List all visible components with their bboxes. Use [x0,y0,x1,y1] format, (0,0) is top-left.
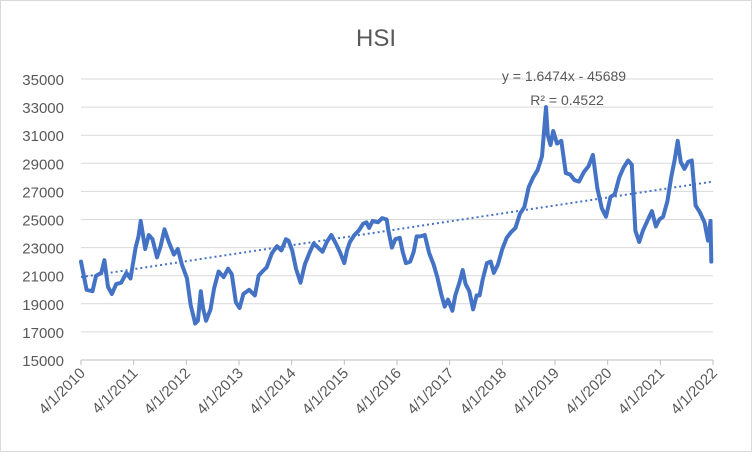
x-tick-label: 4/1/2010 [36,365,89,418]
x-tick-label: 4/1/2021 [615,365,668,418]
y-tick-label: 35000 [22,72,64,89]
x-tick-label: 4/1/2019 [510,365,563,418]
y-tick-label: 29000 [22,156,64,173]
gridlines [81,78,713,333]
trendline-layer [80,180,714,279]
x-tick-label: 4/1/2011 [89,365,142,418]
x-tick-label: 4/1/2013 [194,365,247,418]
x-tick-label: 4/1/2012 [141,365,194,418]
y-tick-label: 15000 [22,353,64,370]
series-layer [79,105,714,326]
y-tick-label: 23000 [22,241,64,258]
trendline-equation: y = 1.6474x - 45689 [502,68,626,84]
hsi-series-line [79,105,714,326]
trendline-r-squared: R² = 0.4522 [530,92,604,108]
x-tick-label: 4/1/2018 [457,365,510,418]
y-tick-label: 33000 [22,100,64,117]
x-tick-label: 4/1/2022 [668,365,721,418]
trendline [80,180,714,279]
y-tick-label: 25000 [22,213,64,230]
y-tick-label: 31000 [22,128,64,145]
x-tick-label: 4/1/2020 [562,365,615,418]
chart-title: HSI [356,25,396,52]
x-tick-label: 4/1/2017 [404,365,457,418]
y-tick-label: 17000 [22,325,64,342]
y-tick-label: 27000 [22,184,64,201]
x-tick-label: 4/1/2016 [352,365,405,418]
y-tick-label: 19000 [22,297,64,314]
x-tick-label: 4/1/2015 [299,365,352,418]
y-axis-tick-labels: 15000 17000 19000 21000 23000 25000 27000 29000… [22,72,64,370]
x-tick-label: 4/1/2014 [246,365,299,418]
x-axis: 4/1/2010 4/1/2011 4/1/2012 4/1/2013 4/1/2014… [36,359,721,418]
y-tick-label: 21000 [22,269,64,286]
